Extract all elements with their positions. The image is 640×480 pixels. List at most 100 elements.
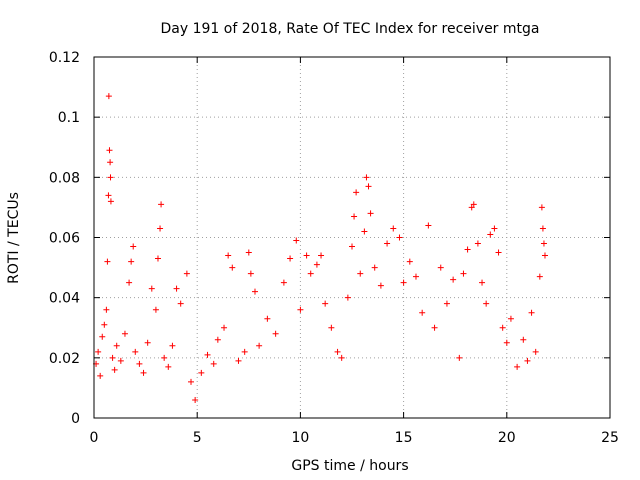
data-point [443, 300, 450, 307]
data-point [245, 249, 252, 256]
data-point [157, 225, 164, 232]
data-point [464, 246, 471, 253]
y-tick-label: 0.08 [49, 170, 80, 186]
data-point [351, 213, 358, 220]
x-tick-label: 25 [601, 430, 619, 446]
data-point [107, 174, 114, 181]
data-point [107, 198, 114, 205]
data-point [221, 324, 228, 331]
data-point [121, 330, 128, 337]
data-point [431, 324, 438, 331]
data-point [406, 258, 413, 265]
data-point [103, 306, 110, 313]
x-tick-label: 0 [90, 430, 99, 446]
data-point [105, 93, 112, 100]
data-point [140, 369, 147, 376]
data-point [251, 288, 258, 295]
y-axis-label: ROTI / TECUs [6, 192, 22, 284]
data-point [503, 339, 510, 346]
data-point [456, 354, 463, 361]
data-point [148, 285, 155, 292]
data-point [536, 273, 543, 280]
data-point [204, 351, 211, 358]
data-point [173, 285, 180, 292]
x-tick-label: 20 [498, 430, 516, 446]
data-point [109, 354, 116, 361]
data-point [192, 396, 199, 403]
data-point [495, 249, 502, 256]
data-point [357, 270, 364, 277]
data-point [293, 237, 300, 244]
data-point [152, 306, 159, 313]
data-point [539, 225, 546, 232]
data-point [396, 234, 403, 241]
data-point [361, 228, 368, 235]
data-point [126, 279, 133, 286]
data-point [198, 369, 205, 376]
data-point [136, 360, 143, 367]
y-tick-label: 0.12 [49, 50, 80, 66]
data-point [214, 336, 221, 343]
data-point [99, 333, 106, 340]
data-point [105, 192, 112, 199]
data-point [365, 183, 372, 190]
data-point [390, 225, 397, 232]
data-point [419, 309, 426, 316]
data-point [210, 360, 217, 367]
data-point [117, 357, 124, 364]
data-point [318, 252, 325, 259]
data-point [499, 324, 506, 331]
data-point [377, 282, 384, 289]
data-point [264, 315, 271, 322]
data-point [313, 261, 320, 268]
data-point [344, 294, 351, 301]
data-point [225, 252, 232, 259]
data-point [128, 258, 135, 265]
data-point [514, 363, 521, 370]
data-point [229, 264, 236, 271]
data-point [491, 225, 498, 232]
data-point [367, 210, 374, 217]
grid [94, 57, 610, 418]
data-point [328, 324, 335, 331]
y-tick-label: 0.02 [49, 351, 80, 367]
data-point [101, 321, 108, 328]
data-point [371, 264, 378, 271]
data-point [532, 348, 539, 355]
data-point [538, 204, 545, 211]
data-point [541, 252, 548, 259]
data-point [524, 357, 531, 364]
data-point [256, 342, 263, 349]
data-point [507, 315, 514, 322]
data-point [540, 240, 547, 247]
data-point [334, 348, 341, 355]
data-point [111, 366, 118, 373]
data-point [483, 300, 490, 307]
data-point [384, 240, 391, 247]
data-point [241, 348, 248, 355]
data-point [169, 342, 176, 349]
data-point [437, 264, 444, 271]
data-point [425, 222, 432, 229]
data-point [97, 372, 104, 379]
data-point [95, 348, 102, 355]
data-point [154, 255, 161, 262]
data-point [287, 255, 294, 262]
data-point [272, 330, 279, 337]
data-point [247, 270, 254, 277]
data-point [479, 279, 486, 286]
x-tick-label: 5 [193, 430, 202, 446]
data-point [400, 279, 407, 286]
data-point [487, 231, 494, 238]
x-tick-label: 15 [395, 430, 413, 446]
data-point [106, 147, 113, 154]
y-tick-label: 0 [71, 411, 80, 427]
data-point [104, 258, 111, 265]
x-tick-label: 10 [291, 430, 309, 446]
data-point [363, 174, 370, 181]
data-point [303, 252, 310, 259]
y-tick-label: 0.06 [49, 231, 80, 247]
data-point [460, 270, 467, 277]
data-point [353, 189, 360, 196]
